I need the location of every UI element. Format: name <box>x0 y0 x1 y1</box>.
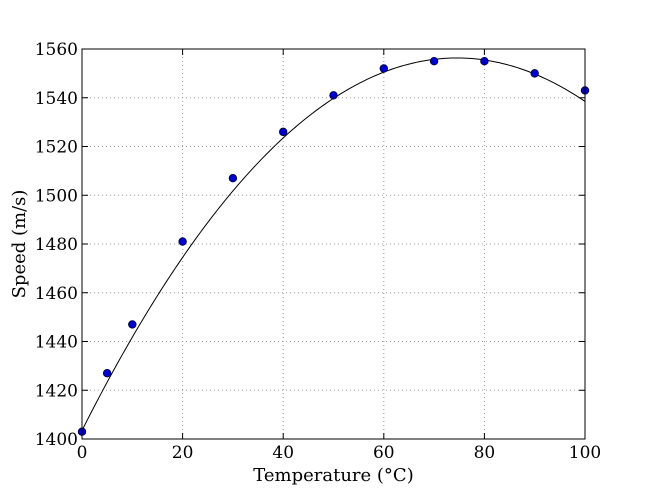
data-point <box>429 56 439 66</box>
data-point <box>279 127 288 137</box>
y-axis-title: Speed (m/s) <box>9 190 30 299</box>
y-tick-label: 1560 <box>35 40 78 60</box>
data-point <box>178 237 187 246</box>
data-point <box>102 368 112 378</box>
data-point <box>329 91 338 100</box>
x-tick-labels: 0 20 40 60 80 100 <box>77 443 602 463</box>
y-tick-label: 1540 <box>35 89 78 109</box>
x-tick-label: 40 <box>272 443 294 463</box>
x-tick-label: 0 <box>77 443 88 463</box>
y-tick-label: 1520 <box>35 138 78 158</box>
y-tick-label: 1460 <box>35 284 78 304</box>
grid-lines <box>82 49 585 439</box>
x-tick-label: 20 <box>172 443 194 463</box>
data-point <box>379 64 388 73</box>
y-tick-label: 1440 <box>35 333 78 353</box>
data-point <box>228 173 238 183</box>
x-tick-label: 80 <box>474 443 496 463</box>
x-tick-label: 60 <box>373 443 395 463</box>
data-point <box>128 320 137 329</box>
y-tick-label: 1420 <box>35 381 78 401</box>
x-tick-label: 100 <box>569 443 601 463</box>
y-tick-labels: 1400 1420 1440 1460 1480 1500 1520 1540 1560 <box>35 40 78 450</box>
y-tick-label: 1500 <box>35 186 78 206</box>
y-tick-label: 1400 <box>35 430 78 450</box>
data-point <box>530 69 539 78</box>
data-points <box>77 56 590 436</box>
y-tick-label: 1480 <box>35 235 78 255</box>
axis-ticks <box>81 48 586 440</box>
x-axis-title: Temperature (°C) <box>253 465 413 486</box>
data-point <box>480 56 489 66</box>
